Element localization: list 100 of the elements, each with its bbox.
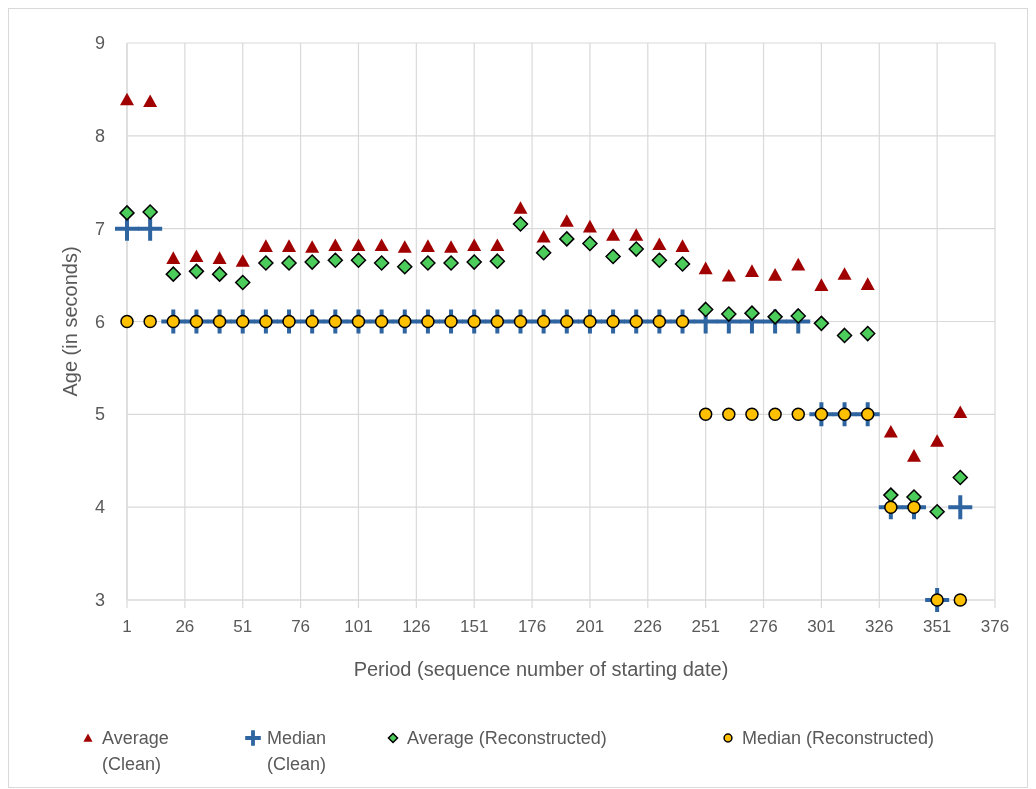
- y-tick-label: 8: [94, 125, 105, 146]
- point: [721, 269, 736, 282]
- point: [258, 255, 274, 271]
- point: [813, 315, 830, 332]
- point: [327, 252, 344, 268]
- point: [883, 424, 898, 438]
- point: [536, 230, 551, 243]
- point: [745, 407, 759, 422]
- point: [952, 469, 969, 486]
- point: [138, 216, 163, 241]
- point: [814, 278, 829, 291]
- point: [467, 238, 482, 251]
- point: [953, 405, 968, 419]
- point: [350, 252, 367, 268]
- point: [466, 254, 482, 270]
- point: [119, 205, 135, 221]
- point: [304, 254, 320, 270]
- point: [722, 407, 736, 422]
- point: [420, 239, 435, 252]
- point: [906, 449, 921, 462]
- point: [212, 251, 227, 264]
- x-tick-label: 276: [749, 617, 778, 636]
- point: [582, 219, 597, 233]
- point: [165, 266, 182, 282]
- point: [837, 267, 852, 280]
- point: [490, 238, 505, 251]
- point: [652, 237, 667, 251]
- point: [351, 238, 366, 251]
- point: [629, 228, 644, 241]
- point: [929, 504, 945, 520]
- point: [559, 214, 574, 227]
- x-tick-label: 201: [575, 617, 605, 636]
- point: [744, 264, 759, 277]
- point: [281, 255, 297, 271]
- point: [791, 257, 806, 271]
- y-tick-label: 7: [94, 218, 105, 239]
- point: [282, 239, 297, 252]
- point: [674, 256, 691, 272]
- point: [397, 240, 412, 253]
- point: [582, 235, 598, 252]
- point: [211, 266, 228, 282]
- point: [651, 252, 668, 268]
- y-tick-label: 4: [94, 497, 105, 518]
- point: [397, 258, 413, 275]
- y-tick-label: 9: [94, 33, 105, 53]
- x-axis-title: Period (sequence number of starting date): [353, 658, 729, 680]
- y-axis-title: Age (in seconds): [59, 246, 81, 397]
- point: [420, 255, 436, 271]
- x-tick-label: 301: [807, 617, 836, 636]
- point: [166, 251, 181, 264]
- x-tick-label: 351: [922, 617, 952, 636]
- x-tick-label: 176: [517, 617, 547, 636]
- x-tick-label: 326: [865, 617, 894, 636]
- point: [559, 231, 575, 247]
- point: [444, 240, 459, 253]
- legend-label: Median (Reconstructed): [742, 728, 935, 748]
- point: [143, 314, 157, 329]
- point: [768, 407, 782, 422]
- x-tick-label: 51: [233, 617, 253, 636]
- x-tick-label: 101: [344, 617, 373, 636]
- y-tick-label: 5: [94, 404, 105, 425]
- point: [374, 238, 389, 251]
- point: [744, 305, 760, 321]
- point: [948, 495, 973, 520]
- point: [443, 255, 459, 271]
- x-tick-label: 226: [633, 617, 662, 636]
- point: [328, 238, 343, 251]
- point: [234, 274, 251, 291]
- point: [120, 314, 134, 329]
- point: [115, 216, 139, 241]
- point: [373, 255, 390, 271]
- x-tick-label: 126: [402, 617, 431, 636]
- point: [513, 201, 528, 214]
- point: [698, 261, 713, 275]
- point: [698, 407, 713, 422]
- point: [697, 301, 714, 318]
- point: [606, 228, 621, 241]
- point: [512, 216, 529, 232]
- point: [721, 306, 737, 322]
- point: [258, 239, 273, 252]
- x-tick-label: 1: [122, 617, 132, 636]
- y-tick-label: 3: [94, 590, 105, 610]
- point: [768, 268, 783, 281]
- point: [883, 487, 899, 503]
- point: [675, 239, 690, 252]
- point: [189, 249, 204, 263]
- point: [305, 240, 320, 253]
- point: [859, 325, 876, 342]
- y-tick-label: 6: [94, 311, 105, 332]
- legend-label: Average (Reconstructed): [407, 728, 607, 748]
- point: [836, 327, 853, 344]
- point: [860, 277, 875, 290]
- legend-label: Median (Clean): [267, 728, 327, 774]
- point: [143, 94, 158, 108]
- x-tick-label: 376: [980, 617, 1010, 636]
- x-tick-label: 26: [175, 617, 195, 636]
- point: [953, 593, 968, 607]
- legend-label: Average (Clean): [102, 728, 169, 774]
- point: [120, 92, 134, 106]
- x-tick-label: 76: [291, 617, 311, 636]
